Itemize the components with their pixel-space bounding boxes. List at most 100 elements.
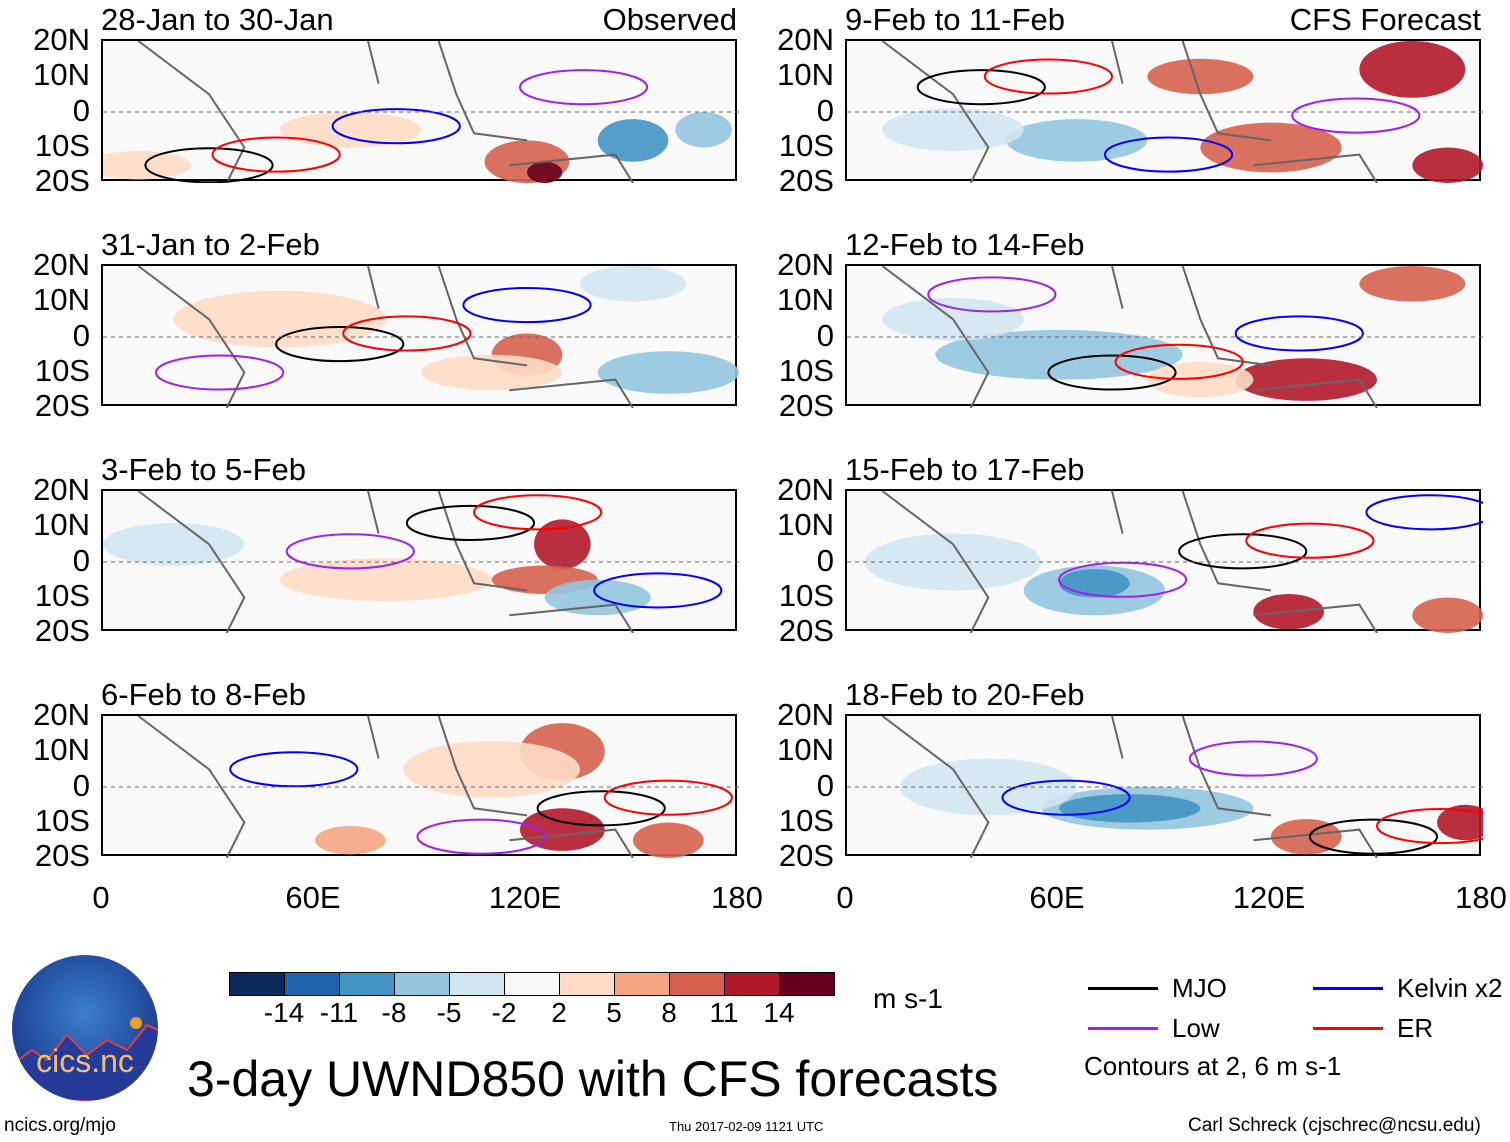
column-label: Observed: [602, 2, 737, 37]
anomaly-region: [1412, 147, 1483, 183]
y-tick-label: 10S: [778, 803, 834, 838]
colorbar-swatch: [395, 973, 450, 995]
anomaly-region: [315, 826, 386, 855]
y-tick-label: 20N: [777, 472, 834, 507]
y-tick-label: 10N: [777, 57, 834, 92]
y-tick-label: 20S: [34, 388, 90, 423]
map-panel: [845, 39, 1483, 183]
y-tick-label: 10S: [778, 578, 834, 613]
anomaly-region: [1059, 794, 1201, 823]
y-tick-label: 10N: [33, 732, 90, 767]
contour-line: [593, 572, 723, 609]
coastline: [137, 266, 634, 408]
y-tick-label: 0: [72, 318, 90, 353]
anomaly-region: [1359, 266, 1466, 302]
y-tick-label: 10N: [33, 507, 90, 542]
x-tick-label: 0: [836, 880, 854, 915]
contour-line: [462, 287, 592, 324]
colorbar-swatch: [230, 973, 285, 995]
panel-title: 6-Feb to 8-Feb: [101, 677, 307, 712]
map-panel: [101, 489, 739, 633]
contour-line: [518, 69, 649, 106]
colorbar-tick-label: 14: [763, 997, 795, 1028]
contour-line: [536, 790, 666, 827]
anomaly-region: [1147, 58, 1254, 95]
legend-line: [1313, 987, 1383, 990]
y-tick-label: 0: [816, 543, 834, 578]
contour-line: [1365, 494, 1483, 531]
y-tick-label: 20N: [777, 697, 834, 732]
panel-title: 31-Jan to 2-Feb: [101, 227, 320, 262]
y-tick-label: 20N: [33, 247, 90, 282]
x-tick-label: 180: [711, 880, 763, 915]
anomaly-region: [900, 758, 1077, 816]
anomaly-region: [279, 558, 492, 602]
contour-line: [1308, 818, 1439, 855]
y-tick-label: 20S: [34, 613, 90, 648]
coastline: [881, 491, 1378, 633]
anomaly-region: [580, 266, 686, 302]
contour-line: [155, 354, 285, 391]
x-tick-label: 180: [1455, 880, 1507, 915]
colorbar-tick-label: -14: [263, 997, 305, 1028]
y-tick-label: 10S: [34, 353, 90, 388]
colorbar-tick-label: -2: [491, 997, 517, 1028]
map-panel: [101, 714, 739, 858]
legend-line: [1313, 1027, 1383, 1030]
coastline: [881, 716, 1378, 858]
anomaly-region: [1235, 358, 1377, 401]
contour-line: [1234, 315, 1364, 352]
y-tick-label: 10S: [34, 128, 90, 163]
y-tick-label: 10S: [778, 128, 834, 163]
panel-title: 18-Feb to 20-Feb: [845, 677, 1085, 712]
colorbar-swatch: [780, 973, 834, 995]
figure-title: 3-day UWND850 with CFS forecasts: [187, 1051, 999, 1107]
panel-title: 12-Feb to 14-Feb: [845, 227, 1085, 262]
coastline: [137, 716, 634, 858]
contour-line: [473, 494, 603, 531]
map-panel: [101, 39, 739, 183]
anomaly-region: [534, 519, 591, 570]
panel-title: 3-Feb to 5-Feb: [101, 452, 307, 487]
anomaly-region: [527, 161, 563, 183]
y-tick-label: 20S: [778, 388, 834, 423]
colorbar-tick-label: -8: [381, 997, 407, 1028]
coastline: [881, 266, 1378, 408]
coastline: [137, 41, 634, 183]
source-url[interactable]: ncics.org/mjo: [4, 1115, 116, 1136]
panel-title: 28-Jan to 30-Jan: [101, 2, 334, 37]
timestamp: Thu 2017-02-09 1121 UTC: [669, 1119, 824, 1134]
contour-line: [916, 69, 1046, 106]
contour-line: [229, 751, 359, 788]
legend-label: Low: [1172, 1013, 1220, 1043]
legend-label: Kelvin x2: [1397, 973, 1503, 1003]
anomaly-region: [1437, 804, 1483, 841]
y-tick-label: 20N: [777, 22, 834, 57]
colorbar-tick-label: -5: [436, 997, 462, 1028]
colorbar-tick-label: -11: [319, 997, 359, 1028]
cics-logo: cics.nc: [12, 955, 158, 1101]
anomaly-region: [1147, 361, 1254, 398]
contour-line: [1178, 533, 1308, 570]
colorbar-swatch: [560, 973, 615, 995]
contour-line: [1245, 522, 1375, 559]
contour-line: [144, 147, 274, 183]
y-tick-label: 20S: [34, 163, 90, 198]
column-label: CFS Forecast: [1289, 2, 1481, 37]
y-tick-label: 0: [816, 768, 834, 803]
colorbar-tick-label: 2: [551, 997, 567, 1028]
legend-label: ER: [1397, 1013, 1434, 1043]
y-tick-label: 20N: [33, 472, 90, 507]
colorbar-tick-label: 5: [606, 997, 622, 1028]
y-tick-label: 0: [72, 93, 90, 128]
anomaly-region: [597, 119, 669, 162]
anomaly-region: [103, 522, 245, 566]
y-tick-label: 20S: [34, 838, 90, 873]
anomaly-region: [421, 354, 563, 391]
anomaly-region: [882, 108, 1024, 152]
contour-line: [211, 136, 341, 173]
anomaly-region: [544, 579, 651, 616]
colorbar-tick-label: 8: [661, 997, 677, 1028]
coastline: [881, 41, 1378, 183]
anomaly-region: [597, 351, 739, 394]
